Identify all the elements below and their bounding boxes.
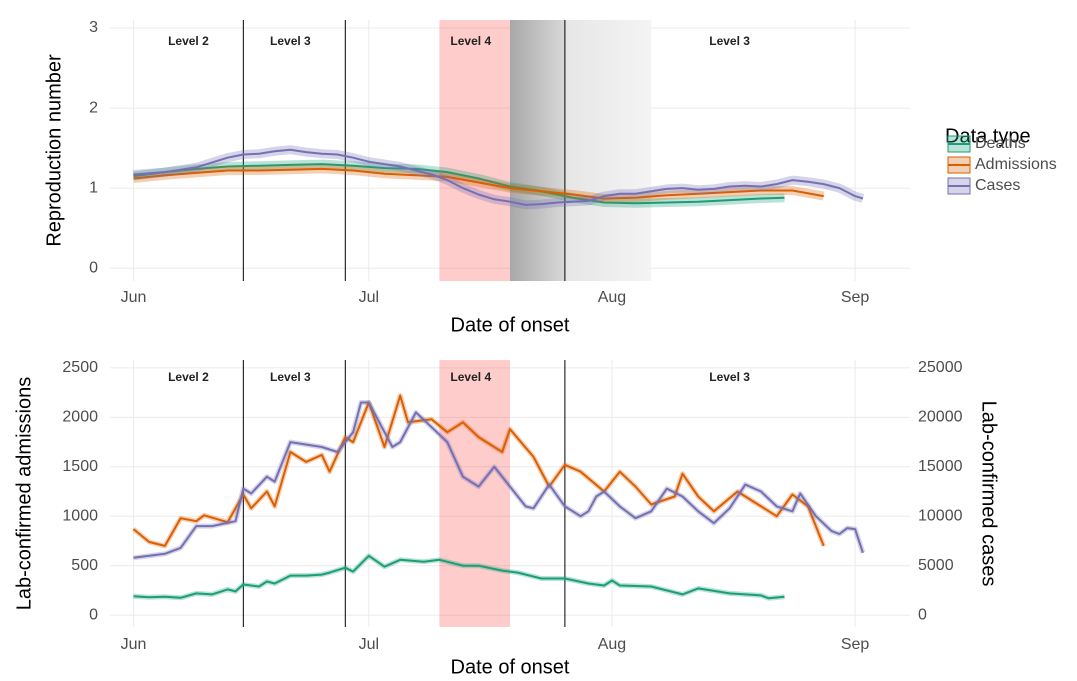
uncertain-region xyxy=(564,20,652,281)
y-tick-label: 500 xyxy=(71,557,98,574)
legend-title: Data type xyxy=(945,125,1031,147)
level-label: Level 3 xyxy=(709,34,750,48)
legend-label: Admissions xyxy=(975,156,1057,173)
y-tick-label: 3 xyxy=(89,19,98,36)
level-label: Level 4 xyxy=(450,370,491,384)
x-axis-title: Date of onset xyxy=(451,314,570,336)
y-tick-label: 0 xyxy=(89,606,98,623)
level-label: Level 2 xyxy=(168,34,209,48)
uncertain-region xyxy=(510,20,565,281)
y2-tick-label: 10000 xyxy=(918,507,963,524)
y2-tick-label: 20000 xyxy=(918,409,963,426)
x-tick-label: Jul xyxy=(359,289,379,306)
y-tick-label: 2500 xyxy=(62,359,98,376)
legend-label: Deaths xyxy=(975,135,1026,152)
x-tick-label: Jul xyxy=(359,636,379,653)
x-tick-label: Aug xyxy=(598,289,626,306)
y2-tick-label: 0 xyxy=(918,606,927,623)
y-tick-label: 2000 xyxy=(62,409,98,426)
x-tick-label: Aug xyxy=(598,636,626,653)
series-line xyxy=(132,394,825,547)
y-axis-title: Reproduction number xyxy=(43,54,65,247)
y-tick-label: 1000 xyxy=(62,507,98,524)
series-line xyxy=(133,401,864,559)
y-tick-label: 1500 xyxy=(62,458,98,475)
y2-tick-label: 5000 xyxy=(918,557,954,574)
legend-label: Cases xyxy=(975,177,1020,194)
level-label: Level 3 xyxy=(270,370,311,384)
y2-axis-title: Lab-confirmed cases xyxy=(978,401,1000,587)
y-axis-title: Lab-confirmed admissions xyxy=(13,377,35,610)
x-tick-label: Jun xyxy=(121,289,147,306)
y-tick-label: 0 xyxy=(89,259,98,276)
series-line xyxy=(133,167,824,200)
series-line xyxy=(133,554,785,600)
y2-tick-label: 25000 xyxy=(918,359,963,376)
x-tick-label: Sep xyxy=(841,636,870,653)
level-label: Level 3 xyxy=(709,370,750,384)
level-label: Level 3 xyxy=(270,34,311,48)
y-tick-label: 2 xyxy=(89,99,98,116)
level-4-region xyxy=(439,360,510,627)
x-tick-label: Sep xyxy=(841,289,870,306)
level-label: Level 2 xyxy=(168,370,209,384)
x-axis-title: Date of onset xyxy=(451,656,570,678)
series-line xyxy=(133,148,864,206)
level-label: Level 4 xyxy=(450,34,491,48)
series-line xyxy=(133,163,785,205)
y2-tick-label: 15000 xyxy=(918,458,963,475)
x-tick-label: Jun xyxy=(121,636,147,653)
y-tick-label: 1 xyxy=(89,179,98,196)
level-4-region xyxy=(439,20,510,281)
